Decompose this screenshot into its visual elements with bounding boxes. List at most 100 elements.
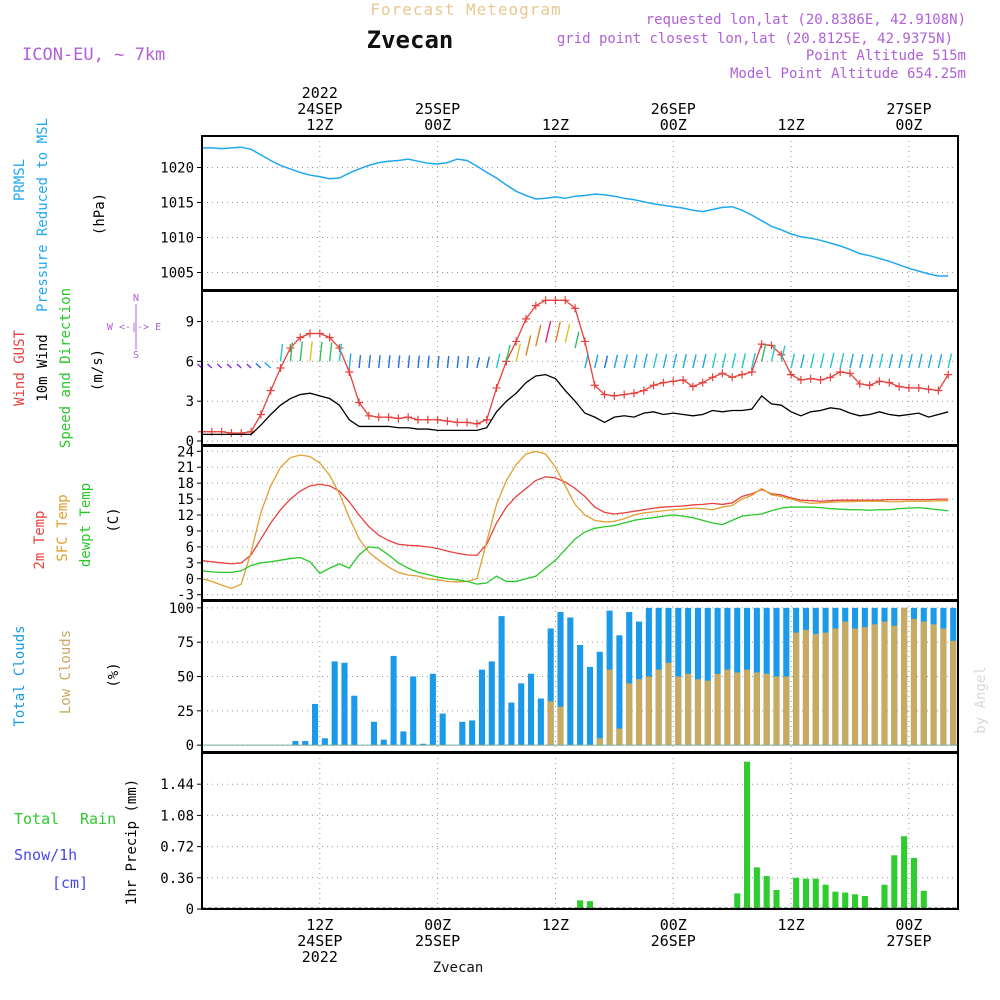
gust-marker	[443, 417, 452, 426]
wind-direction-arrow	[554, 321, 561, 343]
panel-label: Speed and Direction	[58, 288, 74, 448]
gust-marker	[276, 364, 285, 372]
gust-marker	[296, 333, 305, 342]
wind-direction-arrow	[918, 353, 923, 369]
panel-label: 1hr Precip (mm)	[124, 779, 140, 905]
total-cloud-bar	[586, 666, 593, 746]
panel-label: (m/s)	[90, 349, 106, 391]
gust-marker	[531, 301, 540, 310]
gust-marker	[600, 390, 609, 399]
top-time-label: 27SEP	[886, 100, 931, 118]
wind-direction-arrow	[476, 357, 481, 369]
gust-marker	[669, 377, 678, 386]
panel-label: SFC Temp	[55, 494, 71, 561]
wind-direction-arrow	[731, 353, 737, 369]
low-cloud-bar	[793, 632, 800, 746]
rain-bar	[852, 894, 859, 909]
main-title: Forecast Meteogram	[370, 0, 561, 19]
wind-direction-arrow	[328, 342, 333, 362]
bottom-time-label: 27SEP	[886, 932, 931, 950]
rain-bar	[901, 836, 908, 909]
panel-label: Total Clouds	[12, 625, 28, 726]
requested-coords: requested lon,lat (20.8386E, 42.9108N)	[646, 12, 966, 28]
y-tick-label: 0	[186, 572, 194, 588]
panel-label: dewpt Temp	[78, 483, 94, 567]
gust-marker	[580, 337, 589, 346]
low-cloud-bar	[940, 628, 947, 746]
wind-direction-arrow	[603, 355, 609, 369]
total-cloud-bar	[459, 721, 466, 746]
gust-marker	[394, 414, 403, 423]
low-cloud-bar	[606, 669, 613, 746]
total-cloud-bar	[312, 703, 319, 746]
gust-marker	[433, 415, 442, 424]
rain-bar	[822, 884, 829, 909]
gust-marker	[266, 386, 275, 395]
wind-direction-arrow	[829, 352, 835, 369]
wind-direction-arrow	[348, 353, 352, 369]
y-tick-label: 3	[186, 394, 194, 410]
panel-label: 10m Wind	[35, 334, 51, 401]
wind-direction-arrow	[780, 345, 786, 362]
wind-direction-arrow	[633, 354, 638, 369]
low-cloud-bar	[636, 679, 643, 746]
wind-direction-arrow	[515, 343, 522, 362]
gust-marker	[256, 410, 265, 419]
wind-direction-arrow	[226, 363, 232, 369]
y-tick-label: 100	[169, 601, 194, 617]
gust-marker	[551, 296, 560, 305]
low-cloud-bar	[704, 680, 711, 746]
low-cloud-bar	[930, 624, 937, 746]
compass-south: S	[133, 350, 139, 361]
gust-marker	[806, 374, 815, 383]
watermark: by Angel	[973, 666, 989, 733]
low-cloud-bar	[783, 676, 790, 746]
wind-direction-arrow	[279, 343, 284, 362]
gust-marker	[865, 381, 874, 390]
y-tick-label: 1010	[160, 231, 194, 247]
wind-direction-arrow	[236, 363, 242, 369]
wind-direction-arrow	[702, 353, 707, 369]
rain-bar	[891, 855, 898, 909]
model-name: ICON-EU, ~ 7km	[22, 45, 165, 65]
rain-bar	[734, 893, 741, 909]
y-tick-label: 9	[186, 524, 194, 540]
gust-marker	[747, 367, 756, 376]
footer-location: Zvecan	[433, 960, 484, 976]
gust-marker	[315, 329, 324, 338]
low-cloud-bar	[802, 629, 809, 746]
total-cloud-bar	[518, 683, 525, 746]
wind-direction-arrow	[505, 344, 511, 362]
low-cloud-bar	[910, 618, 917, 746]
rain-bar	[832, 891, 839, 909]
y-tick-label: 12	[177, 508, 194, 524]
precip-legend-label: Rain	[80, 810, 116, 828]
low-cloud-bar	[861, 627, 868, 746]
total-cloud-bar	[488, 661, 495, 746]
top-time-label: 00Z	[895, 116, 922, 134]
precip-legend-label: Snow/1h	[14, 846, 77, 864]
panel-label: (C)	[106, 507, 122, 532]
precip-legend-label: [cm]	[52, 874, 88, 892]
panel-frame-wind	[201, 290, 959, 446]
gust-marker	[796, 375, 805, 384]
total-cloud-bar	[331, 661, 338, 746]
wind-direction-arrow	[486, 356, 491, 369]
wind-direction-arrow	[662, 353, 668, 369]
panel-label: (hPa)	[92, 193, 108, 235]
panel-label: Low Clouds	[58, 630, 74, 714]
top-time-label: 25SEP	[415, 100, 460, 118]
total-cloud-bar	[370, 721, 377, 746]
wind-direction-arrow	[544, 320, 552, 343]
wind-direction-arrow	[652, 353, 658, 369]
wind-direction-arrow	[711, 353, 717, 369]
location-title: Zvecan	[367, 26, 454, 54]
wind-direction-arrow	[682, 353, 687, 369]
low-cloud-bar	[881, 621, 888, 746]
wind-direction-arrow	[672, 353, 678, 369]
wind-direction-arrow	[839, 352, 845, 369]
wind-direction-arrow	[898, 354, 903, 369]
gust-marker	[355, 398, 364, 407]
wind-direction-arrow	[878, 353, 884, 369]
